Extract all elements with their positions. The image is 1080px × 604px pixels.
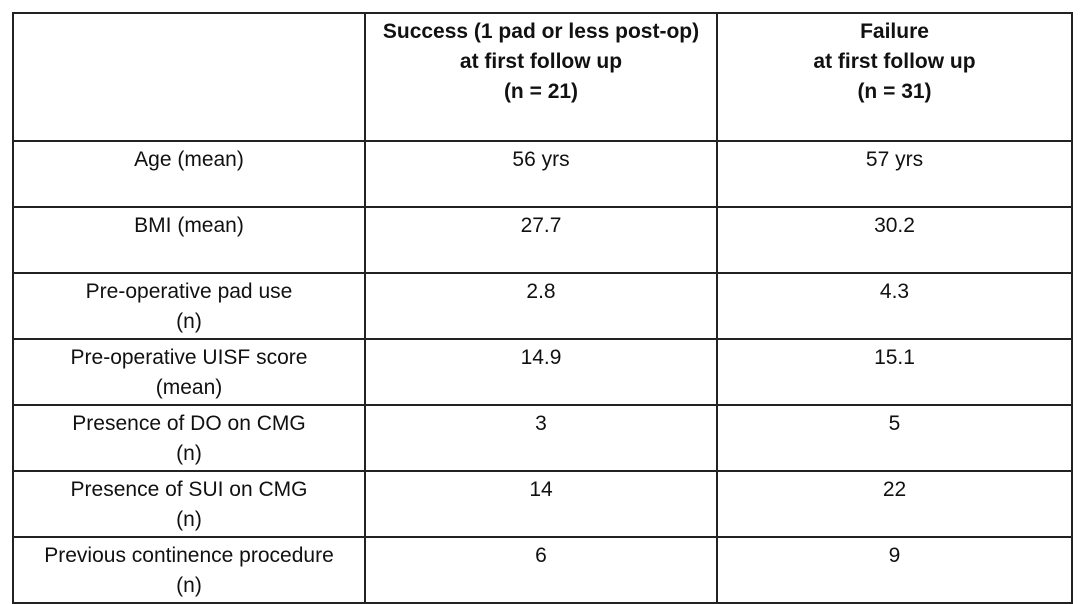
results-table: Success (1 pad or less post-op) at first…: [12, 12, 1073, 604]
header-failure-line: at first follow up: [813, 50, 976, 73]
success-value-cell: 56 yrs: [364, 140, 718, 208]
table-row: Age (mean) 56 yrs 57 yrs: [12, 140, 1073, 208]
row-label-line: Presence of SUI on CMG: [70, 478, 308, 501]
table-row: Presence of DO on CMG (n) 3 5: [12, 404, 1073, 472]
header-failure-cell: Failure at first follow up (n = 31): [716, 12, 1073, 142]
header-success-line: Success (1 pad or less post-op): [382, 20, 700, 43]
row-label-line: Age (mean): [134, 148, 244, 171]
failure-value-cell: 9: [716, 536, 1073, 604]
failure-value-cell: 30.2: [716, 206, 1073, 274]
success-value-cell: 3: [364, 404, 718, 472]
success-value-cell: 14.9: [364, 338, 718, 406]
row-label-line: Previous continence procedure: [44, 544, 334, 567]
header-row: Success (1 pad or less post-op) at first…: [12, 12, 1073, 142]
failure-value-cell: 22: [716, 470, 1073, 538]
row-label-line: Pre-operative UISF score: [70, 346, 308, 369]
header-success-line: (n = 21): [503, 80, 579, 103]
success-value-cell: 27.7: [364, 206, 718, 274]
row-label-cell: Previous continence procedure (n): [12, 536, 366, 604]
failure-value-cell: 4.3: [716, 272, 1073, 340]
row-label-cell: BMI (mean): [12, 206, 366, 274]
row-label-cell: Presence of SUI on CMG (n): [12, 470, 366, 538]
row-label-line: BMI (mean): [134, 214, 244, 237]
success-value-cell: 2.8: [364, 272, 718, 340]
header-failure-line: Failure: [860, 20, 929, 43]
row-label-line: (n): [176, 310, 202, 333]
row-label-line: (mean): [155, 376, 223, 399]
row-label-line: Pre-operative pad use: [85, 280, 293, 303]
row-label-cell: Pre-operative UISF score (mean): [12, 338, 366, 406]
failure-value-cell: 15.1: [716, 338, 1073, 406]
header-failure-line: (n = 31): [857, 80, 932, 103]
table-row: Pre-operative pad use (n) 2.8 4.3: [12, 272, 1073, 340]
row-label-line: Presence of DO on CMG: [72, 412, 306, 435]
header-corner-cell: [12, 12, 366, 142]
header-success-cell: Success (1 pad or less post-op) at first…: [364, 12, 718, 142]
success-value-cell: 6: [364, 536, 718, 604]
row-label-line: (n): [176, 442, 202, 465]
header-success-line: at first follow up: [459, 50, 623, 73]
table-row: BMI (mean) 27.7 30.2: [12, 206, 1073, 274]
table-row: Pre-operative UISF score (mean) 14.9 15.…: [12, 338, 1073, 406]
failure-value-cell: 5: [716, 404, 1073, 472]
success-value-cell: 14: [364, 470, 718, 538]
table-row: Presence of SUI on CMG (n) 14 22: [12, 470, 1073, 538]
table-row: Previous continence procedure (n) 6 9: [12, 536, 1073, 604]
row-label-cell: Presence of DO on CMG (n): [12, 404, 366, 472]
failure-value-cell: 57 yrs: [716, 140, 1073, 208]
row-label-cell: Age (mean): [12, 140, 366, 208]
row-label-cell: Pre-operative pad use (n): [12, 272, 366, 340]
row-label-line: (n): [176, 508, 202, 531]
row-label-line: (n): [176, 574, 202, 597]
